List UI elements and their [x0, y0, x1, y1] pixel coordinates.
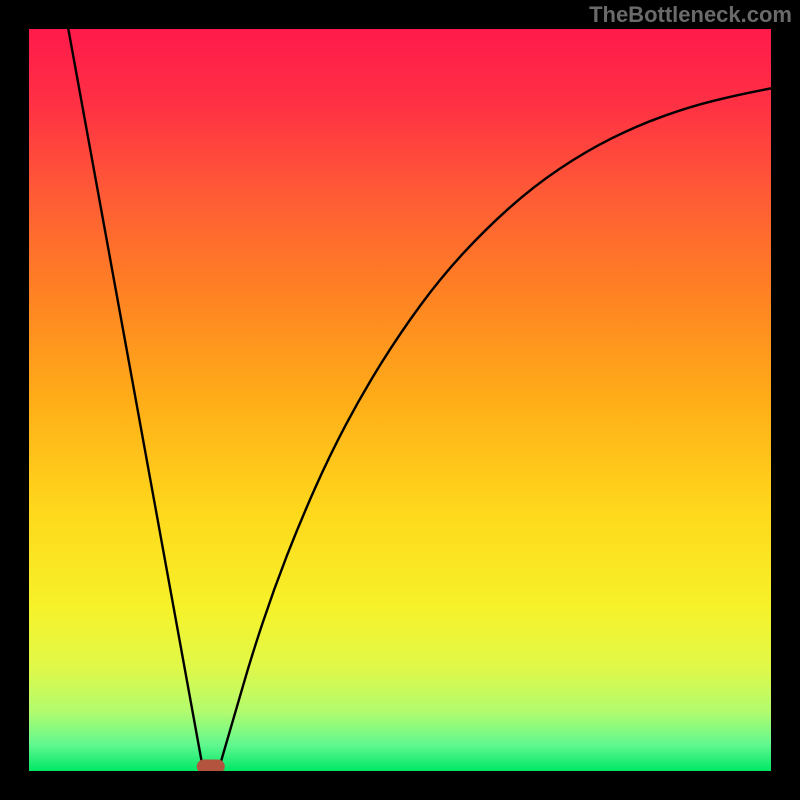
- gradient-background: [29, 29, 771, 771]
- plot-area: [29, 29, 771, 771]
- watermark-text: TheBottleneck.com: [589, 2, 792, 28]
- plot-svg: [29, 29, 771, 771]
- vertex-marker: [197, 760, 225, 771]
